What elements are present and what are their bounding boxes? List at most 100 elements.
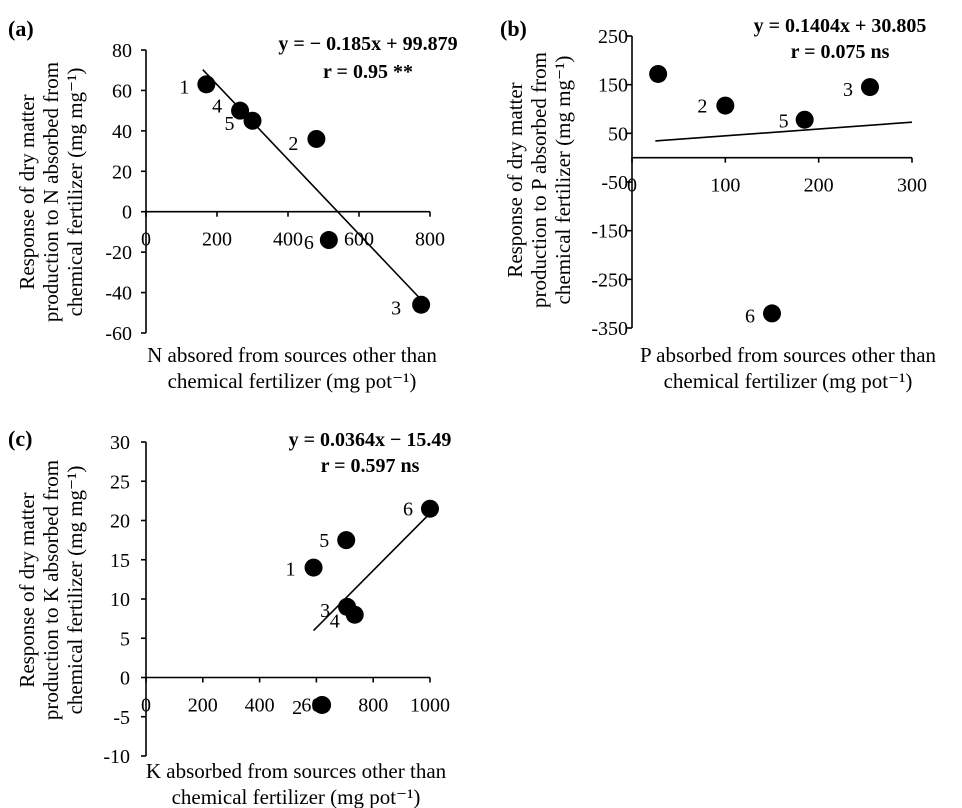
y-tick-label: -50 — [601, 172, 628, 194]
y-tick-label: 80 — [112, 40, 132, 62]
point-label: 5 — [319, 530, 329, 552]
point-label: 5 — [779, 111, 789, 133]
point-label: 3 — [843, 79, 853, 101]
y-axis-label: chemical fertilizer (mg mg⁻¹) — [63, 68, 87, 317]
regression-line — [312, 512, 431, 632]
y-tick-label: -60 — [105, 323, 132, 345]
regression-line — [655, 121, 913, 142]
regression-equation: y = 0.1404x + 30.805 — [754, 15, 927, 37]
point-label: 2 — [292, 697, 302, 719]
data-point — [421, 499, 439, 518]
x-axis-label: N absored from sources other than — [147, 343, 437, 367]
x-tick-label: 800 — [415, 229, 445, 251]
point-label: 6 — [403, 499, 413, 521]
panel-label: (c) — [8, 426, 32, 451]
y-axis-label: chemical fertilizer (mg mg⁻¹) — [63, 466, 87, 715]
x-tick-label: 800 — [358, 695, 388, 717]
y-tick-label: -350 — [591, 318, 628, 340]
data-point — [313, 695, 332, 714]
y-tick-label: 20 — [112, 161, 132, 183]
x-axis-label: chemical fertilizer (mg pot⁻¹) — [168, 369, 417, 393]
data-point — [243, 111, 262, 130]
regression-equation: y = − 0.185x + 99.879 — [278, 33, 457, 55]
point-label: 2 — [288, 133, 298, 155]
x-tick-label: 200 — [202, 229, 232, 251]
y-tick-label: 60 — [112, 80, 132, 102]
y-axis-label: Response of dry matter — [503, 82, 527, 277]
data-point — [412, 295, 431, 314]
point-label: 4 — [330, 611, 340, 633]
y-tick-label: 15 — [110, 550, 130, 572]
y-tick-label: -10 — [103, 746, 130, 768]
y-tick-label: -20 — [105, 242, 132, 264]
y-tick-label: -250 — [591, 269, 628, 291]
x-tick-label: 100 — [710, 175, 740, 197]
data-point — [231, 101, 250, 120]
correlation-label: r = 0.597 ns — [321, 455, 420, 477]
y-tick-label: 40 — [112, 121, 132, 143]
point-label: 6 — [745, 305, 755, 327]
data-point — [795, 110, 814, 129]
point-label: 5 — [225, 113, 235, 135]
y-tick-label: -40 — [105, 283, 132, 305]
y-axis-label: chemical fertilizer (mg mg⁻¹) — [551, 56, 575, 305]
x-tick-label: 0 — [627, 175, 637, 197]
y-tick-label: 25 — [110, 471, 130, 493]
panel-b: (b) 250 150 50 -50 -150 -250 -350 0 100 200 300 2 5 3 6… — [500, 15, 937, 393]
y-tick-label: 250 — [598, 26, 628, 48]
point-label: 3 — [391, 298, 401, 320]
y-axis-label: production to N absorbed from — [39, 62, 63, 322]
data-point — [763, 304, 781, 323]
y-tick-label: -5 — [113, 707, 130, 729]
y-tick-label: 5 — [120, 628, 130, 650]
x-tick-label: 200 — [804, 175, 834, 197]
x-tick-label: 0 — [141, 229, 151, 251]
x-axis-label: P absorbed from sources other than — [640, 343, 937, 367]
y-tick-label: 30 — [110, 432, 130, 454]
y-tick-label: 20 — [110, 511, 130, 533]
y-axis-label: Response of dry matter — [15, 492, 39, 687]
point-label: 2 — [697, 96, 707, 118]
y-tick-label: 0 — [120, 668, 130, 690]
panel-label: (b) — [500, 16, 527, 41]
point-label: 6 — [304, 232, 314, 254]
x-tick-label: 300 — [897, 175, 927, 197]
y-axis-label: production to P absorbed from — [527, 52, 551, 308]
x-axis-label: K absorbed from sources other than — [146, 759, 447, 783]
panel-c: (c)302520151050-5-1002004006008001000153… — [8, 426, 451, 808]
correlation-label: r = 0.075 ns — [791, 41, 890, 63]
x-axis-label: chemical fertilizer (mg pot⁻¹) — [172, 785, 421, 808]
point-label: 4 — [212, 96, 222, 118]
y-axis-label: Response of dry matter — [15, 94, 39, 289]
y-tick-label: 0 — [122, 202, 132, 224]
data-point — [197, 75, 216, 94]
regression-equation: y = 0.0364x − 15.49 — [289, 429, 452, 451]
data-point — [304, 558, 323, 577]
y-axis-label: production to K absorbed from — [39, 460, 63, 720]
x-tick-label: 400 — [273, 229, 303, 251]
point-label: 1 — [286, 559, 296, 581]
data-point — [337, 531, 356, 550]
data-point — [345, 605, 364, 624]
x-tick-label: 200 — [188, 695, 218, 717]
x-tick-label: 400 — [245, 695, 275, 717]
data-point — [319, 231, 338, 250]
x-axis-label: chemical fertilizer (mg pot⁻¹) — [664, 369, 913, 393]
y-tick-label: 150 — [598, 75, 628, 97]
y-tick-label: -150 — [591, 221, 628, 243]
correlation-label: r = 0.95 ** — [323, 61, 413, 83]
x-tick-label: 600 — [344, 229, 374, 251]
data-point — [649, 64, 668, 83]
y-tick-label: 50 — [608, 123, 628, 145]
panel-label: (a) — [8, 16, 34, 41]
data-point — [716, 96, 735, 115]
data-point — [307, 129, 326, 148]
x-tick-label: 1000 — [410, 695, 450, 717]
x-tick-label: 0 — [141, 695, 151, 717]
y-tick-label: 10 — [110, 589, 130, 611]
data-point — [861, 78, 879, 97]
point-label: 3 — [320, 600, 330, 622]
point-label: 1 — [179, 76, 189, 98]
